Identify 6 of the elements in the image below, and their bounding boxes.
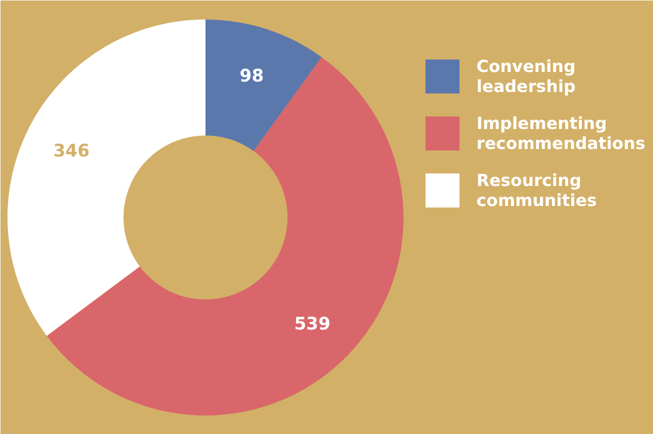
legend-label: Implementing recommendations <box>476 114 646 153</box>
data-label: 98 <box>240 66 264 86</box>
data-label: 539 <box>294 314 330 334</box>
legend-label: Resourcing communities <box>476 171 597 210</box>
legend-label: Convening leadership <box>476 57 576 96</box>
data-label: 346 <box>53 142 90 162</box>
